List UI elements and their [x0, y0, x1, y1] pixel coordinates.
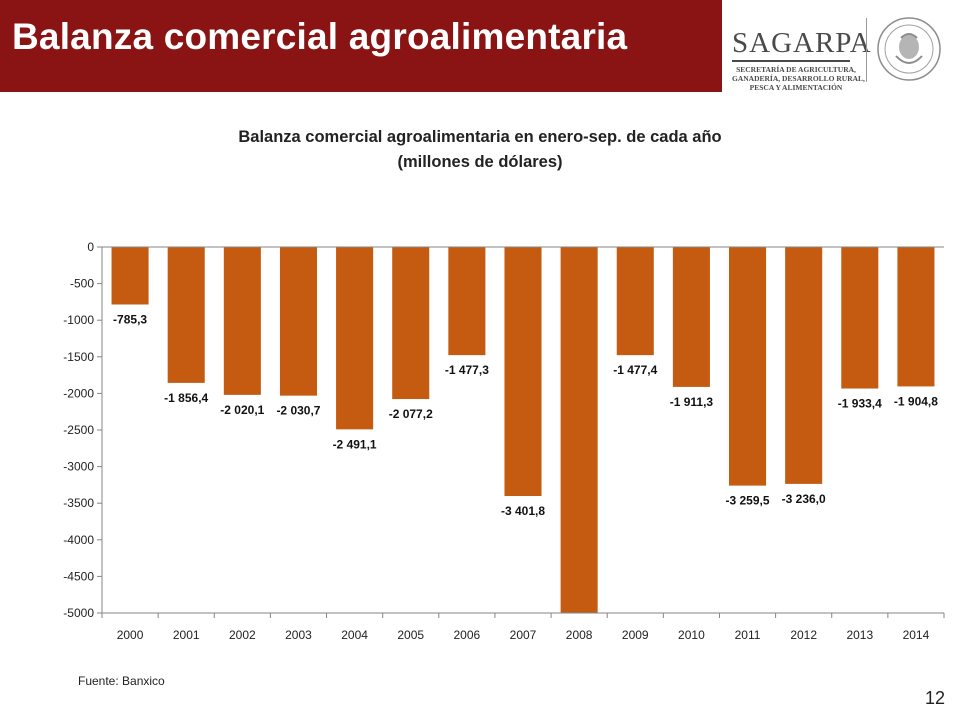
data-label: -2 077,2	[389, 407, 433, 421]
bar	[392, 247, 430, 400]
header-bar: Balanza comercial agroalimentaria	[0, 0, 722, 92]
bar	[897, 247, 935, 387]
bar	[560, 247, 598, 613]
bar	[336, 247, 374, 430]
x-tick-label: 2009	[622, 628, 649, 642]
y-tick-label: 0	[87, 240, 94, 254]
x-tick-label: 2012	[790, 628, 817, 642]
x-tick-label: 2003	[285, 628, 312, 642]
y-tick-label: -2500	[63, 423, 94, 437]
logo-name: SAGARPA	[732, 27, 872, 59]
logo-line-3: PESCA Y ALIMENTACIÓN	[749, 83, 843, 92]
x-tick-label: 2000	[117, 628, 144, 642]
data-label: -3 259,5	[726, 494, 770, 508]
x-tick-label: 2004	[341, 628, 368, 642]
x-tick-label: 2013	[846, 628, 873, 642]
data-label: -1 933,4	[838, 397, 882, 411]
x-tick-label: 2002	[229, 628, 256, 642]
bar	[841, 247, 879, 389]
bar	[729, 247, 767, 486]
bar	[672, 247, 710, 387]
data-label: -1 904,8	[894, 394, 938, 408]
bar	[111, 247, 149, 305]
x-tick-label: 2014	[903, 628, 930, 642]
data-label: -3 401,8	[501, 504, 545, 518]
page-number: 12	[925, 688, 946, 708]
data-label: -2 491,1	[333, 437, 377, 451]
y-tick-label: -4000	[63, 533, 94, 547]
mexican-seal-icon	[877, 17, 941, 81]
y-tick-label: -3000	[63, 460, 94, 474]
x-tick-label: 2011	[735, 628, 761, 642]
y-tick-label: -1500	[63, 350, 94, 364]
chart-title-line-2: (millones de dólares)	[397, 153, 563, 171]
data-label: -785,3	[113, 312, 147, 326]
y-tick-label: -4500	[63, 569, 94, 583]
x-tick-label: 2005	[397, 628, 424, 642]
y-tick-label: -3500	[63, 496, 94, 510]
bar	[504, 247, 542, 497]
source-note: Fuente: Banxico	[78, 674, 165, 688]
data-label: -2 030,7	[276, 404, 320, 418]
data-label: -1 477,4	[613, 363, 657, 377]
bar	[616, 247, 654, 356]
page-title: Balanza comercial agroalimentaria	[12, 16, 628, 57]
logo-line-1: SECRETARÍA DE AGRICULTURA,	[736, 65, 856, 74]
sagarpa-logo: SAGARPA SECRETARÍA DE AGRICULTURA, GANAD…	[732, 27, 872, 92]
x-tick-label: 2001	[173, 628, 200, 642]
x-tick-label: 2007	[510, 628, 537, 642]
chart-title-line-1: Balanza comercial agroalimentaria en ene…	[238, 128, 722, 146]
x-tick-label: 2006	[454, 628, 481, 642]
x-tick-label: 2008	[566, 628, 593, 642]
bar	[279, 247, 317, 396]
bar	[448, 247, 486, 356]
y-tick-label: -2000	[63, 386, 94, 400]
logo-line-2: GANADERÍA, DESARROLLO RURAL,	[732, 74, 865, 83]
data-label: -2 020,1	[220, 403, 264, 417]
bar	[167, 247, 205, 383]
data-label: -1 856,4	[164, 391, 208, 405]
x-tick-label: 2010	[678, 628, 705, 642]
data-label: -1 911,3	[670, 395, 714, 409]
bar	[785, 247, 823, 484]
y-tick-label: -5000	[63, 606, 94, 620]
data-label: -3 236,0	[782, 492, 826, 506]
bar	[223, 247, 261, 395]
data-label: -1 477,3	[445, 363, 489, 377]
y-tick-label: -500	[70, 277, 94, 291]
logo-divider	[866, 18, 867, 82]
logo-rule	[732, 60, 850, 62]
y-tick-label: -1000	[63, 313, 94, 327]
